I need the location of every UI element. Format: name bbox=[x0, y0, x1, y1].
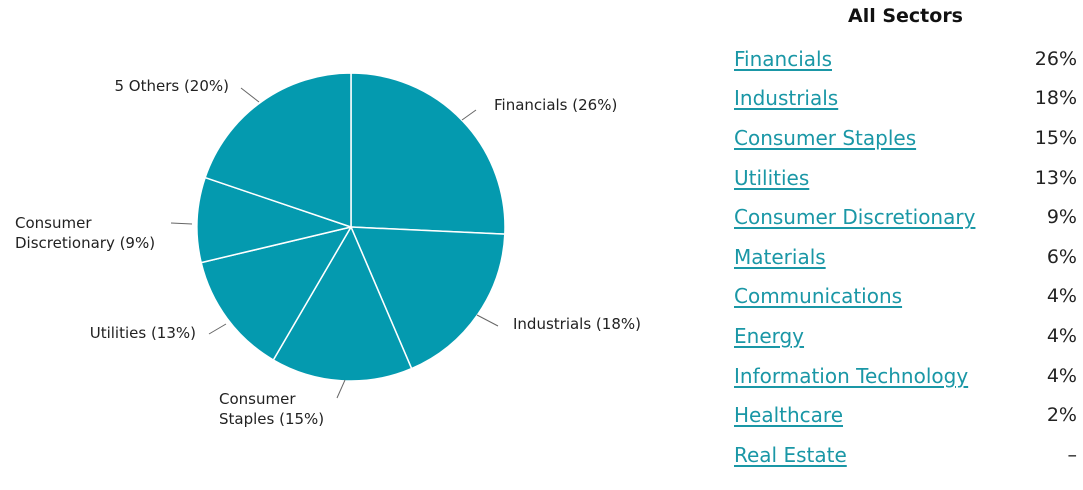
sector-row: Information Technology 4% bbox=[734, 356, 1077, 396]
slice-leader-line bbox=[208, 323, 227, 335]
slice-leader-line bbox=[476, 314, 499, 327]
pie-slice[interactable] bbox=[272, 226, 413, 382]
sector-row: Real Estate – bbox=[734, 435, 1077, 475]
sector-link[interactable]: Utilities bbox=[734, 165, 810, 190]
pie-slice[interactable] bbox=[196, 176, 352, 264]
sector-row: Communications 4% bbox=[734, 277, 1077, 317]
sector-list: Financials 26% Industrials 18% Consumer Stap… bbox=[734, 39, 1077, 475]
sector-link[interactable]: Information Technology bbox=[734, 363, 969, 388]
sector-row: Consumer Staples 15% bbox=[734, 118, 1077, 158]
sector-percentage: 2% bbox=[1046, 404, 1077, 427]
slice-label: Industrials (18%) bbox=[513, 315, 641, 333]
sector-percentage: 18% bbox=[1034, 87, 1077, 110]
sector-row: Industrials 18% bbox=[734, 79, 1077, 119]
sector-link[interactable]: Financials bbox=[734, 46, 832, 71]
sector-pie-chart: Financials (26%) Industrials (18%) Consume… bbox=[15, 72, 641, 428]
sector-percentage: 15% bbox=[1034, 126, 1077, 149]
pie-slice[interactable] bbox=[350, 72, 506, 235]
sector-row: Utilities 13% bbox=[734, 158, 1077, 198]
sector-link[interactable]: Materials bbox=[734, 244, 826, 269]
sector-percentage: 9% bbox=[1046, 206, 1077, 229]
slice-label: Consumer Discretionary (9%) bbox=[15, 214, 155, 252]
sector-percentage: 4% bbox=[1046, 324, 1077, 347]
slice-leader-line bbox=[240, 87, 260, 103]
sector-percentage: 13% bbox=[1034, 166, 1077, 189]
sector-row: Energy 4% bbox=[734, 316, 1077, 356]
sector-row: Materials 6% bbox=[734, 237, 1077, 277]
slice-leader-line bbox=[461, 109, 477, 121]
sector-percentage: 4% bbox=[1046, 364, 1077, 387]
sector-row: Consumer Discretionary 9% bbox=[734, 197, 1077, 237]
sector-percentage: – bbox=[1067, 443, 1078, 466]
sector-percentage: 6% bbox=[1046, 245, 1077, 268]
sector-link[interactable]: Communications bbox=[734, 284, 903, 309]
panel-title: All Sectors bbox=[848, 5, 963, 27]
sector-row: Financials 26% bbox=[734, 39, 1077, 79]
sector-panel: All Sectors Financials 26% Industrials 18% C… bbox=[734, 0, 1077, 490]
slice-leader-line bbox=[336, 379, 346, 399]
slice-label: Consumer Staples (15%) bbox=[219, 390, 324, 428]
sector-link[interactable]: Industrials bbox=[734, 86, 839, 111]
sector-link[interactable]: Energy bbox=[734, 323, 805, 348]
sector-link[interactable]: Consumer Discretionary bbox=[734, 205, 976, 230]
pie-slice[interactable] bbox=[204, 72, 352, 228]
slice-leader-line bbox=[170, 222, 193, 225]
sector-percentage: 26% bbox=[1034, 47, 1077, 70]
sector-link[interactable]: Consumer Staples bbox=[734, 125, 917, 150]
pie-chart-svg: Financials (26%) Industrials (18%) Consume… bbox=[15, 72, 641, 428]
sector-link[interactable]: Healthcare bbox=[734, 403, 844, 428]
slice-label: 5 Others (20%) bbox=[114, 77, 229, 95]
pie-slice[interactable] bbox=[200, 226, 352, 361]
sector-row: Healthcare 2% bbox=[734, 395, 1077, 435]
sector-link[interactable]: Real Estate bbox=[734, 442, 847, 467]
sector-percentage: 4% bbox=[1046, 285, 1077, 308]
slice-label: Financials (26%) bbox=[494, 96, 617, 114]
slice-label: Utilities (13%) bbox=[90, 324, 196, 342]
